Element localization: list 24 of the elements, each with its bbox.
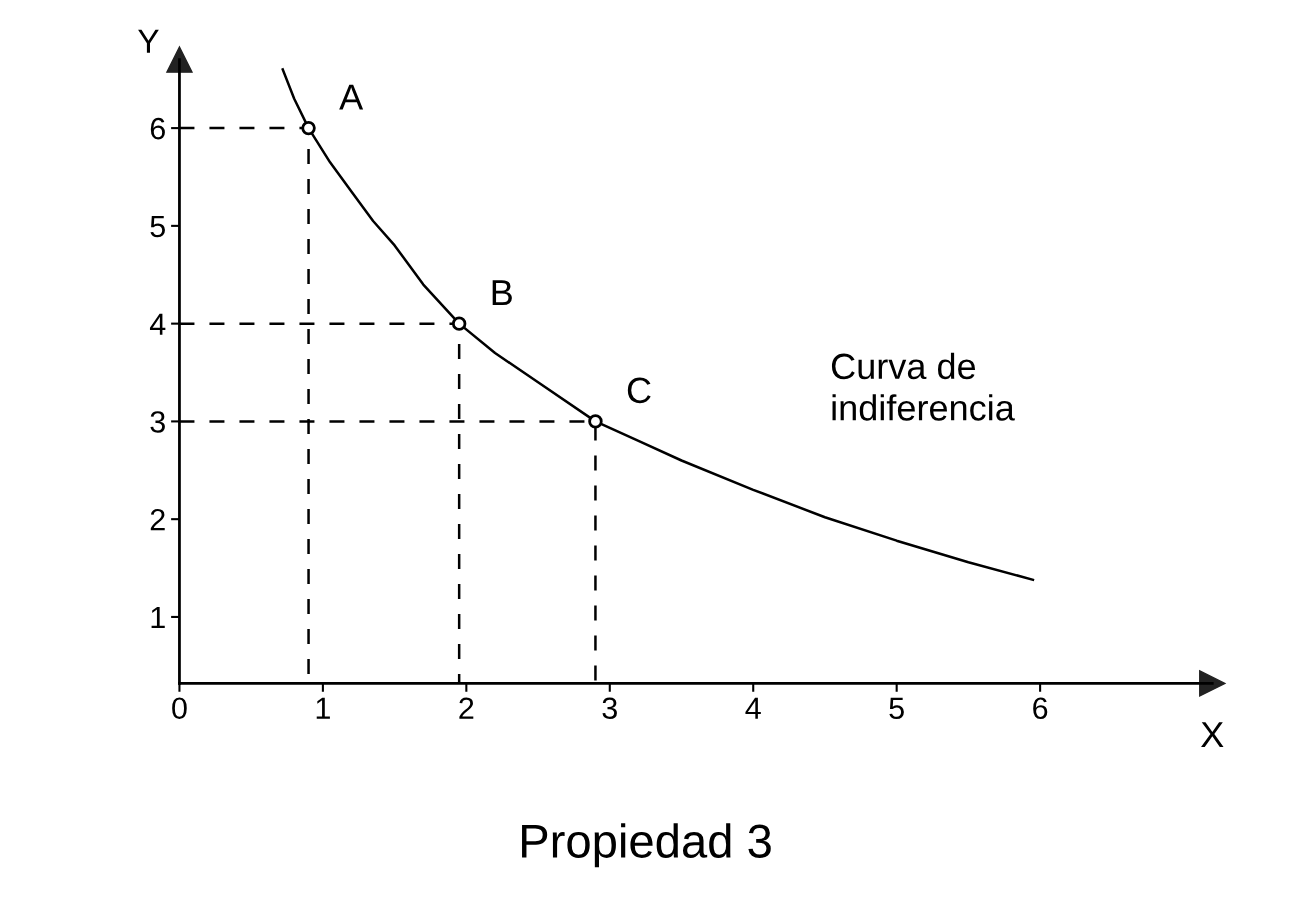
x-tick-label: 3: [602, 697, 617, 720]
x-tick-label: 1: [316, 697, 330, 719]
y-tick-label: 6: [150, 117, 165, 140]
x-tick-label: 5: [889, 697, 904, 720]
x-axis-title: X: [1201, 722, 1224, 748]
line-series: [281, 68, 1035, 582]
y-tick-label: 1: [151, 606, 165, 629]
point: [301, 120, 316, 136]
y-axis-title: Y: [138, 29, 159, 53]
y-tick-label: 2: [150, 508, 165, 531]
y-tick-label: 3: [150, 411, 165, 433]
x-tick-label: 6: [1033, 697, 1048, 720]
y-tick-label: 4: [149, 313, 166, 335]
text: Propiedad 3: [522, 823, 771, 868]
annotation: B: [492, 280, 512, 306]
y-tick-label: 5: [150, 215, 165, 238]
point: [451, 316, 467, 331]
point: [588, 414, 603, 429]
annotation: A: [339, 84, 364, 110]
annotation: Curva de indiferencia: [831, 352, 1015, 421]
annotation: C: [627, 377, 651, 404]
x-tick-label: 4: [745, 697, 761, 719]
x-tick-label: 2: [459, 697, 474, 719]
x-tick-label: 0: [172, 697, 187, 720]
